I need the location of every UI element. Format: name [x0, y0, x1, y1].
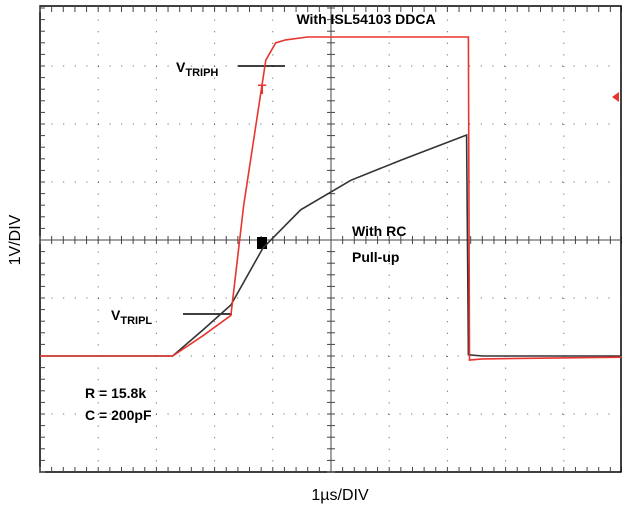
annotation-text: V	[111, 307, 121, 323]
annotation-subscript: TRIPL	[120, 315, 152, 327]
y-axis-label: 1V/DIV	[7, 214, 24, 265]
x-axis-label: 1µs/DIV	[311, 487, 369, 504]
annotation: R = 15.8k	[85, 385, 146, 401]
annotation-text: Pull-up	[352, 249, 399, 265]
annotation: C = 200pF	[85, 407, 152, 423]
annotation-subscript: TRIPH	[185, 67, 218, 79]
annotation: With RC	[352, 223, 406, 239]
trace	[40, 133, 622, 357]
annotation-text: With RC	[352, 223, 406, 239]
annotation-text: R = 15.8k	[85, 385, 146, 401]
grid	[39, 6, 622, 473]
annotation: VTRIPL	[111, 307, 152, 327]
annotation-text: C = 200pF	[85, 407, 152, 423]
annotation: VTRIPH	[176, 59, 218, 79]
level-marker	[612, 92, 619, 102]
annotation-text: V	[176, 59, 186, 75]
series-label: With ISL54103 DDCA	[296, 11, 435, 27]
cursor-marker	[257, 237, 267, 249]
annotation: Pull-up	[352, 249, 399, 265]
trace	[40, 36, 622, 361]
